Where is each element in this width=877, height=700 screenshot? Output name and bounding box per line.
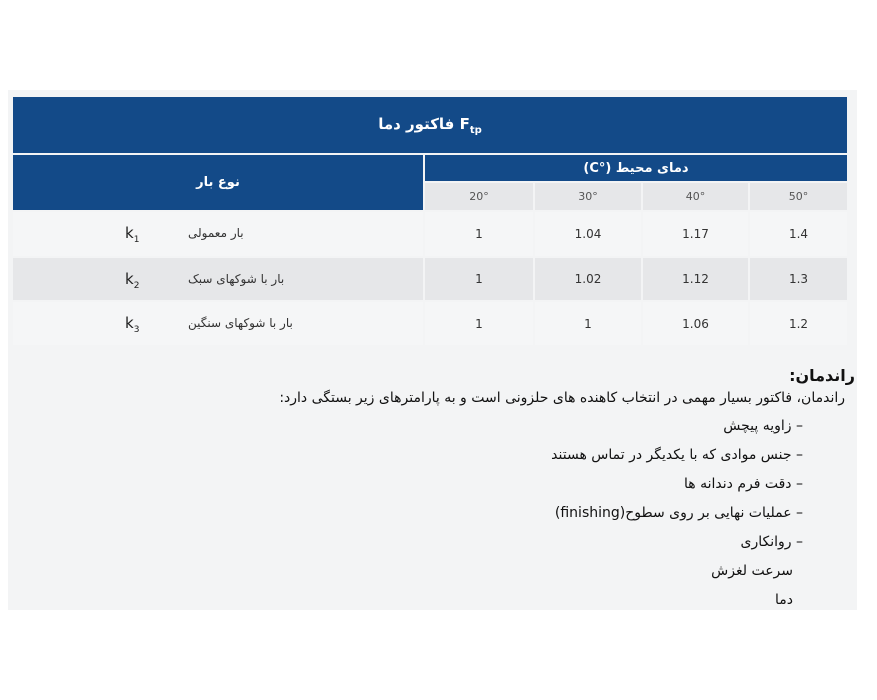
load-name: بار با شوکهای سنگین: [188, 316, 293, 330]
load-cell: k3 بار با شوکهای سنگین: [13, 302, 423, 345]
efficiency-section: راندمان: راندمان، فاکتور بسیار مهمی در ا…: [279, 366, 855, 621]
value-cell: 1: [425, 258, 533, 300]
value-cell: 1: [425, 212, 533, 256]
table-row: k2 بار با شوکهای سبک 1 1.02 1.12 1.3: [13, 258, 847, 300]
load-name: بار معمولی: [188, 226, 244, 240]
value-cell: 1: [425, 302, 533, 345]
value-cell: 1.4: [750, 212, 847, 256]
temp-col-20: 20°: [425, 183, 533, 210]
value-cell: 1.04: [535, 212, 641, 256]
load-cell: k2 بار با شوکهای سبک: [13, 258, 423, 300]
section-intro: راندمان، فاکتور بسیار مهمی در انتخاب کاه…: [279, 390, 845, 406]
table-title: فاکتور دما Ftp: [13, 97, 847, 153]
value-cell: 1.12: [643, 258, 748, 300]
list-item: – دقت فرم دندانه ها: [684, 476, 803, 492]
load-type-header: نوع بار: [13, 155, 423, 210]
value-cell: 1: [535, 302, 641, 345]
list-item: سرعت لغزش: [711, 563, 793, 579]
table-row: k3 بار با شوکهای سنگین 1 1 1.06 1.2: [13, 302, 847, 345]
list-item: – روانکاری: [740, 534, 803, 550]
value-cell: 1.17: [643, 212, 748, 256]
section-heading: راندمان:: [789, 366, 855, 385]
value-cell: 1.2: [750, 302, 847, 345]
load-cell: k1 بار معمولی: [13, 212, 423, 256]
value-cell: 1.06: [643, 302, 748, 345]
list-item: – جنس موادی که با یکدیگر در تماس هستند: [551, 447, 803, 463]
value-cell: 1.02: [535, 258, 641, 300]
load-name: بار با شوکهای سبک: [188, 272, 285, 286]
table-row: k1 بار معمولی 1 1.04 1.17 1.4: [13, 212, 847, 256]
load-symbol: k3: [125, 314, 140, 335]
temperature-factor-table: فاکتور دما Ftp نوع بار دمای محیط (°C) 20…: [11, 95, 849, 347]
temp-col-40: 40°: [643, 183, 748, 210]
ambient-temp-header: دمای محیط (°C): [425, 155, 847, 181]
load-symbol: k2: [125, 270, 140, 291]
title-symbol: Ftp: [459, 114, 482, 136]
temp-col-30: 30°: [535, 183, 641, 210]
list-item: دما: [775, 592, 793, 608]
load-symbol: k1: [125, 224, 140, 245]
list-item: – عملیات نهایی بر روی سطوح(finishing): [554, 505, 803, 521]
list-item: – زاویه پیچش: [723, 418, 803, 434]
value-cell: 1.3: [750, 258, 847, 300]
temp-col-50: 50°: [750, 183, 847, 210]
